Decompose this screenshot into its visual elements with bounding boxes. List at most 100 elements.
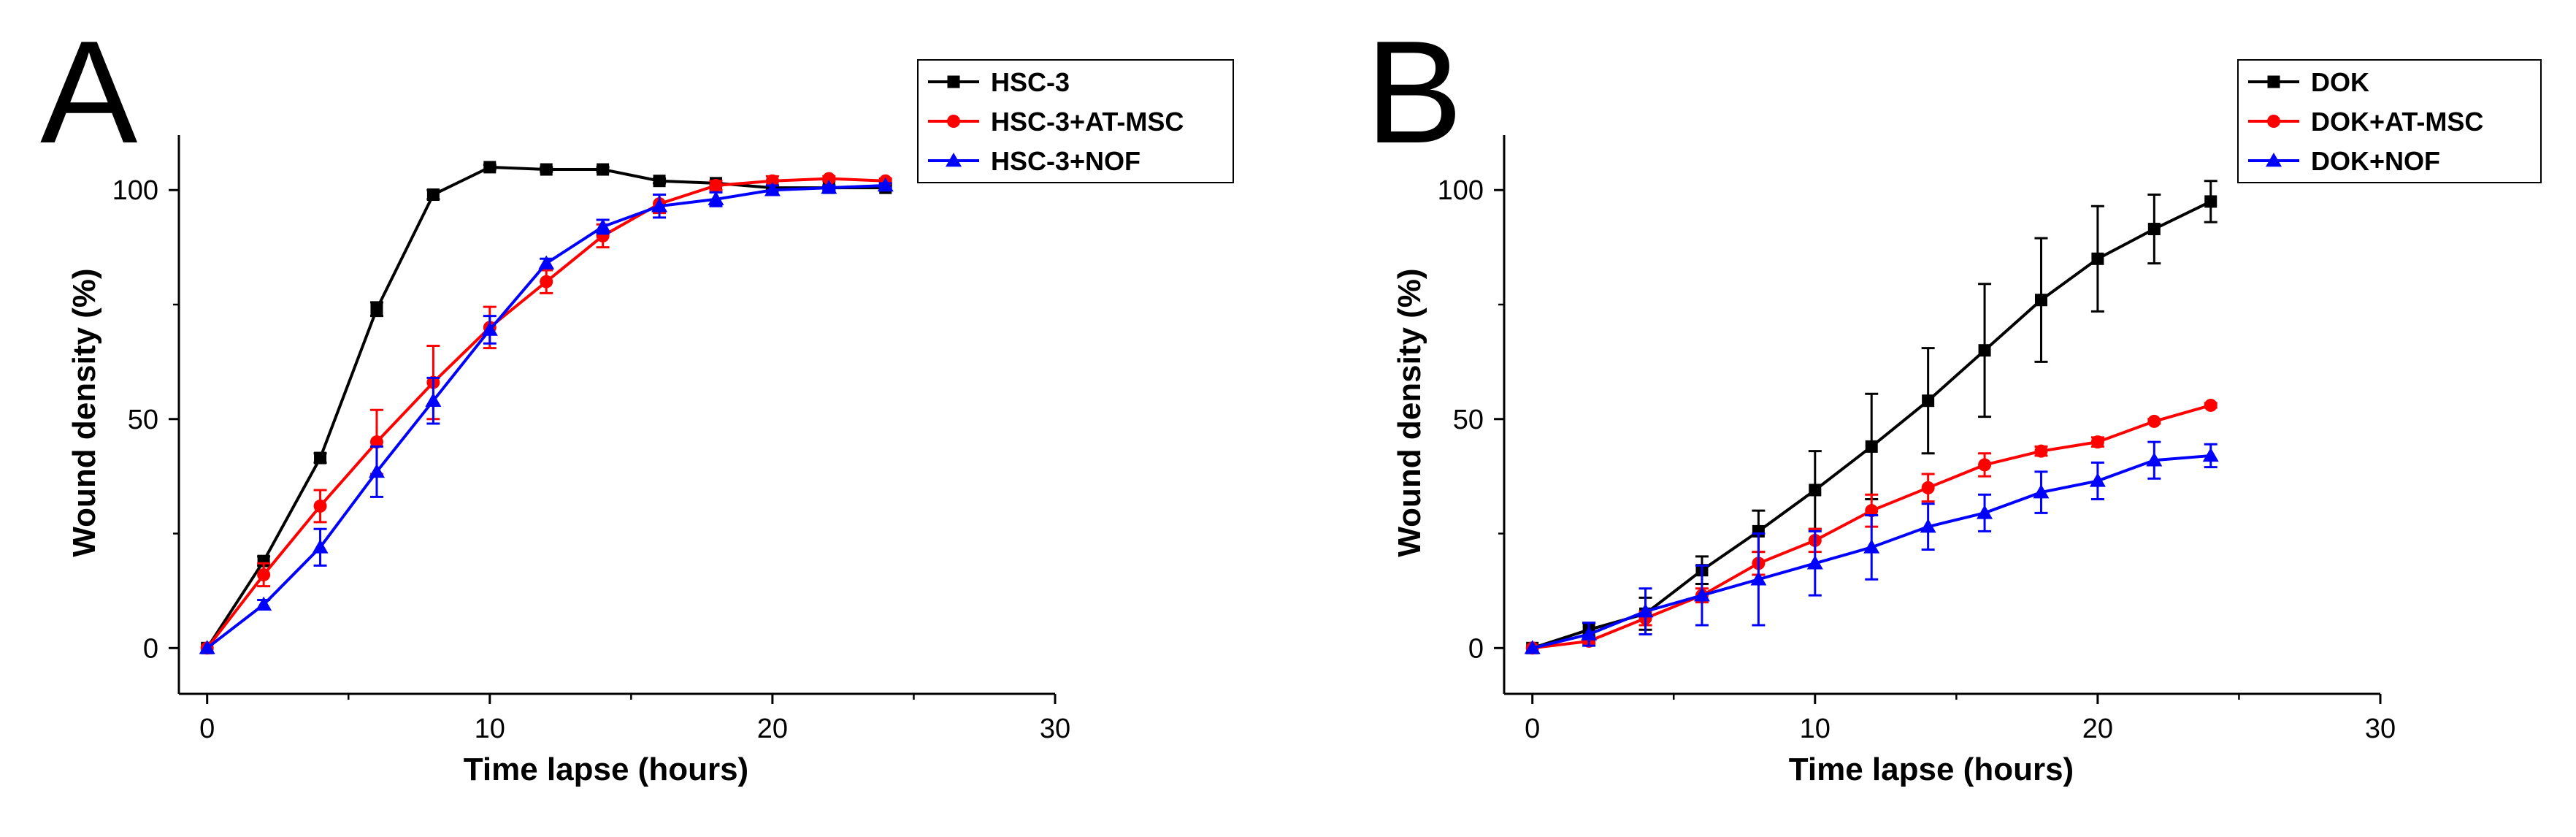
data-point [2147, 223, 2161, 236]
axes: 0 10 20 30 0 50 100 [112, 135, 1070, 744]
y-tick-label: 100 [1438, 175, 1484, 206]
legend-label: HSC-3+AT-MSC [991, 107, 1184, 137]
data-point [594, 218, 611, 233]
legend-label: HSC-3+NOF [991, 146, 1141, 176]
data-point [765, 174, 779, 188]
data-point [2034, 444, 2048, 458]
legend-item: DOK [2248, 67, 2369, 97]
data-point [2091, 252, 2104, 265]
data-point [821, 180, 837, 194]
legend-item: DOK+NOF [2248, 146, 2440, 176]
data-point [481, 321, 498, 336]
panel-label: A [40, 11, 138, 174]
data-point [2202, 447, 2219, 462]
data-point [877, 177, 894, 192]
legend-swatch-marker [947, 115, 960, 128]
data-point [1977, 505, 1993, 519]
legend-item: HSC-3 [928, 67, 1070, 97]
data-point [2147, 414, 2161, 428]
legend-swatch-marker [2267, 115, 2280, 128]
y-tick-label: 0 [143, 633, 158, 664]
data-point [2089, 473, 2106, 487]
data-point [709, 178, 723, 192]
data-point [312, 539, 329, 554]
x-axis-title: Time lapse (hours) [464, 752, 748, 787]
data-point [256, 596, 272, 611]
data-point [483, 161, 497, 174]
data-point [368, 463, 385, 478]
legend-label: DOK+NOF [2311, 146, 2440, 176]
data-point [2204, 195, 2217, 208]
legend-item: HSC-3+NOF [928, 146, 1141, 176]
x-tick-label: 10 [475, 714, 505, 744]
panel-b: B 0 10 20 30 0 50 100 Time lapse (hours) Wound… [1365, 11, 2542, 787]
x-tick-label: 30 [2365, 714, 2396, 744]
data-point [708, 191, 724, 206]
legend-item: HSC-3+AT-MSC [928, 107, 1184, 137]
legend: DOK DOK+AT-MSC DOK+NOF [2237, 59, 2542, 183]
data-point [1922, 394, 1935, 408]
data-point [425, 392, 442, 407]
data-point [1524, 640, 1541, 654]
data-point [1637, 603, 1654, 618]
data-point [426, 188, 440, 202]
data-point [1693, 587, 1710, 602]
legend-label: HSC-3 [991, 67, 1070, 97]
data-point [313, 499, 327, 513]
data-point [1920, 519, 1936, 533]
data-point [538, 255, 555, 270]
y-tick-label: 50 [128, 405, 158, 435]
data-point [1809, 484, 1822, 497]
data-point [1978, 344, 1991, 357]
data-point [1806, 555, 1823, 570]
data-point [540, 163, 553, 176]
data-point [764, 182, 781, 196]
x-tick-label: 20 [2082, 714, 2113, 744]
data-point [2033, 484, 2050, 499]
data-point [314, 451, 327, 465]
data-point [1865, 440, 1878, 453]
data-point [653, 175, 666, 188]
legend-swatch-marker [2267, 75, 2280, 88]
legend-swatch-marker [946, 153, 962, 167]
data-point [822, 172, 836, 186]
series-layer [1524, 180, 2219, 655]
legend-label: DOK [2311, 67, 2369, 97]
y-axis-title: Wound density (%) [1392, 268, 1427, 557]
x-tick-label: 30 [1040, 714, 1070, 744]
y-tick-label: 50 [1453, 405, 1484, 435]
y-axis-title: Wound density (%) [66, 268, 102, 557]
data-point [199, 640, 215, 654]
x-axis-title: Time lapse (hours) [1789, 752, 2074, 787]
panel-label: B [1365, 11, 1463, 174]
data-point [651, 198, 668, 213]
series-2 [199, 177, 894, 654]
data-point [2034, 294, 2047, 307]
data-point [2146, 452, 2163, 467]
data-point [597, 163, 610, 176]
data-point [2090, 435, 2104, 449]
y-tick-label: 100 [112, 175, 158, 206]
x-tick-label: 0 [199, 714, 215, 744]
data-point [1863, 539, 1880, 554]
legend: HSC-3 HSC-3+AT-MSC HSC-3+NOF [917, 59, 1234, 183]
legend-swatch-marker [2266, 153, 2282, 167]
legend-item: DOK+AT-MSC [2248, 107, 2483, 137]
data-point [2204, 398, 2217, 412]
series-2 [1524, 440, 2219, 654]
x-tick-label: 10 [1800, 714, 1831, 744]
legend-label: DOK+AT-MSC [2311, 107, 2483, 137]
x-tick-label: 0 [1525, 714, 1540, 744]
panel-a: A 0 10 20 30 0 50 100 Time lapse (hours) Wound… [40, 11, 1234, 787]
y-tick-label: 0 [1468, 633, 1484, 664]
data-point [257, 567, 271, 581]
data-point [369, 435, 383, 449]
series-layer [199, 161, 894, 655]
axes: 0 10 20 30 0 50 100 [1438, 135, 2396, 744]
legend-swatch-marker [947, 75, 960, 88]
data-point [1865, 504, 1879, 518]
data-point [1581, 626, 1598, 641]
data-point [1750, 571, 1767, 586]
